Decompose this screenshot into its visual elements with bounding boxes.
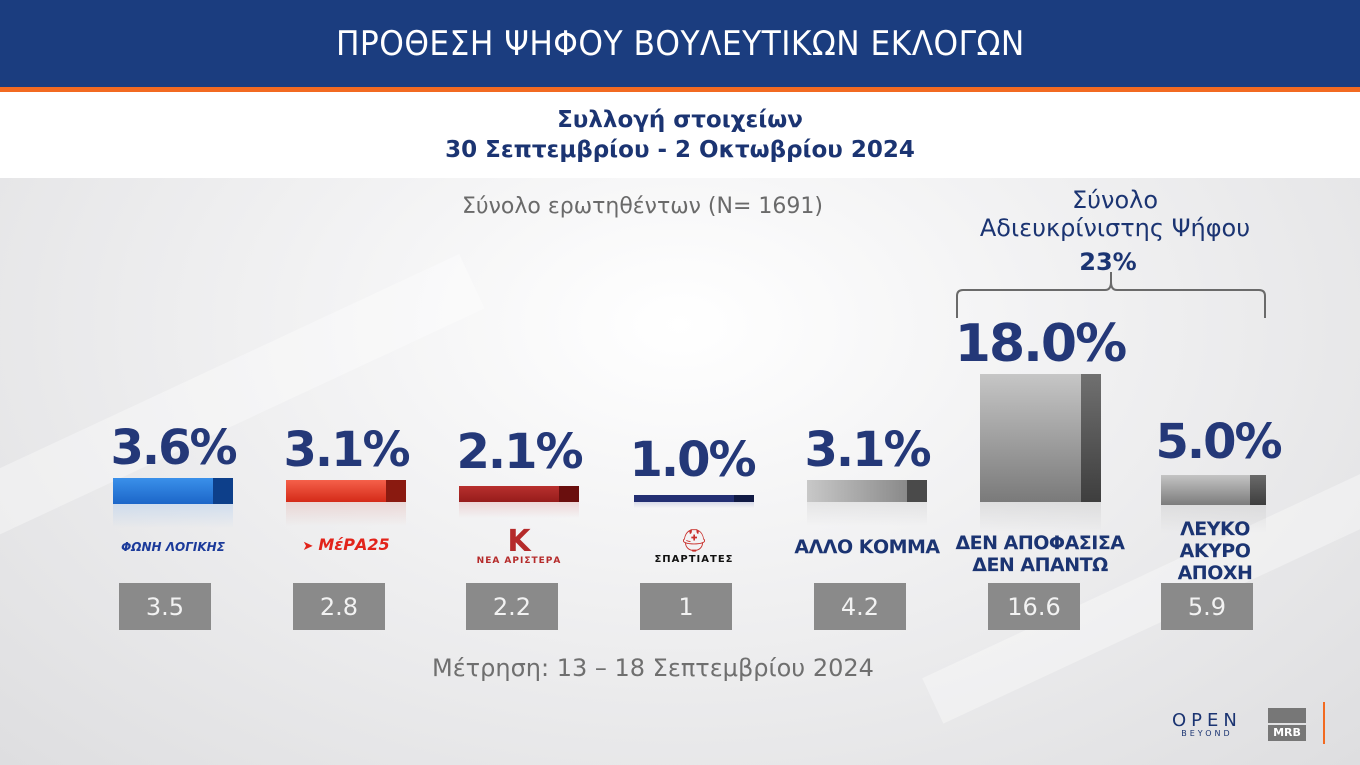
- bar-reflection: [113, 504, 233, 528]
- bar-value-1: 3.6%: [110, 420, 237, 476]
- brace-icon: [956, 272, 1266, 318]
- bar-1: [113, 478, 233, 504]
- open-logo-subtext: BEYOND: [1181, 729, 1233, 738]
- party-name: ΣΠΑΡΤΙΑΤΕΣ: [654, 554, 734, 565]
- bar-reflection: [807, 502, 927, 526]
- previous-measurement-note: Μέτρηση: 13 – 18 Σεπτεμβρίου 2024: [432, 654, 874, 682]
- open-logo-text: OPEN: [1172, 710, 1242, 731]
- mrb-logo-block: [1268, 708, 1306, 723]
- bar-reflection: [980, 502, 1101, 532]
- party-logo-nea-aristera: K ΝΕΑ ΑΡΙΣΤΕΡΑ: [429, 524, 609, 567]
- undecided-line1: Σύνολο: [1071, 186, 1159, 214]
- undecided-total: 23%: [1079, 248, 1137, 276]
- category-line1: ΔΕΝ ΑΠΟΦΑΣΙΣΑ: [955, 532, 1125, 554]
- open-logo: OPEN BEYOND: [1172, 710, 1242, 738]
- k-logo-icon: K: [507, 524, 531, 559]
- accent-tick: [1323, 702, 1325, 744]
- party-name: ΜέΡΑ25: [318, 535, 390, 554]
- undecided-line2: Αδιευκρίνιστης Ψήφου: [979, 214, 1251, 242]
- page-title: ΠΡΟΘΕΣΗ ΨΗΦΟΥ ΒΟΥΛΕΥΤΙΚΩΝ ΕΚΛΟΓΩΝ: [335, 23, 1025, 64]
- mrb-logo-text: MRB: [1268, 725, 1306, 741]
- party-logo-mera25: ➤ ΜέΡΑ25: [256, 535, 436, 554]
- undecided-label: Σύνολο Αδιευκρίνιστης Ψήφου: [940, 186, 1290, 242]
- category-line2: ΔΕΝ ΑΠΑΝΤΩ: [972, 554, 1108, 576]
- previous-value-5: 4.2: [814, 583, 906, 630]
- previous-value-2: 2.8: [293, 583, 385, 630]
- party-name: ΦΩΝΗ ΛΟΓΙΚΗΣ: [121, 540, 225, 554]
- helmet-icon: ⛑: [680, 529, 708, 554]
- bar-value-6: 18.0%: [954, 314, 1127, 374]
- previous-value-3: 2.2: [466, 583, 558, 630]
- party-name: ΝΕΑ ΑΡΙΣΤΕΡΑ: [476, 556, 562, 566]
- category-label-undecided: ΔΕΝ ΑΠΟΦΑΣΙΣΑ ΔΕΝ ΑΠΑΝΤΩ: [950, 532, 1130, 576]
- previous-value-6: 16.6: [988, 583, 1080, 630]
- accent-divider: [0, 87, 1360, 92]
- bar-5: [807, 480, 927, 502]
- header-bar: ΠΡΟΘΕΣΗ ΨΗΦΟΥ ΒΟΥΛΕΥΤΙΚΩΝ ΕΚΛΟΓΩΝ: [0, 0, 1360, 87]
- bar-value-5: 3.1%: [804, 422, 931, 478]
- previous-value-4: 1: [640, 583, 732, 630]
- previous-value-1: 3.5: [119, 583, 211, 630]
- bar-7: [1161, 475, 1266, 505]
- bar-2: [286, 480, 406, 502]
- bar-3: [459, 486, 579, 502]
- bar-reflection: [286, 502, 406, 526]
- chart-area: Σύνολο ερωτηθέντων (N= 1691) Σύνολο Αδιε…: [0, 178, 1360, 765]
- bar-reflection: [1161, 505, 1266, 533]
- party-logo-spartiates: ⛑ ΣΠΑΡΤΙΑΤΕΣ: [604, 529, 784, 566]
- category-label-blank-invalid-abstain: ΛΕΥΚΟ ΑΚΥΡΟ ΑΠΟΧΗ: [1125, 518, 1305, 584]
- party-name: ΑΛΛΟ ΚΟΜΜΑ: [794, 536, 940, 558]
- bar-value-3: 2.1%: [456, 424, 583, 480]
- previous-value-7: 5.9: [1161, 583, 1253, 630]
- category-line1: ΛΕΥΚΟ: [1180, 518, 1250, 540]
- bar-reflection: [634, 502, 754, 508]
- sample-size-label: Σύνολο ερωτηθέντων (N= 1691): [462, 194, 823, 219]
- bar-value-2: 3.1%: [283, 422, 410, 478]
- swift-icon: ➤: [302, 539, 314, 554]
- party-label-allo-komma: ΑΛΛΟ ΚΟΜΜΑ: [777, 536, 957, 558]
- bar-reflection: [459, 502, 579, 518]
- subheader: Συλλογή στοιχείων 30 Σεπτεμβρίου - 2 Οκτ…: [0, 92, 1360, 178]
- bar-4: [634, 495, 754, 502]
- bg-stripe: [0, 254, 485, 562]
- category-line2: ΑΚΥΡΟ: [1179, 540, 1251, 562]
- subheader-line1: Συλλογή στοιχείων: [557, 107, 803, 133]
- bar-value-4: 1.0%: [629, 432, 756, 488]
- subheader-line2: 30 Σεπτεμβρίου - 2 Οκτωβρίου 2024: [445, 137, 915, 163]
- party-logo-foni-logikis: ΦΩΝΗ ΛΟΓΙΚΗΣ: [83, 536, 263, 555]
- bar-value-7: 5.0%: [1155, 414, 1282, 470]
- mrb-logo: MRB: [1268, 708, 1306, 741]
- category-line3: ΑΠΟΧΗ: [1177, 562, 1253, 584]
- bar-6: [980, 374, 1101, 502]
